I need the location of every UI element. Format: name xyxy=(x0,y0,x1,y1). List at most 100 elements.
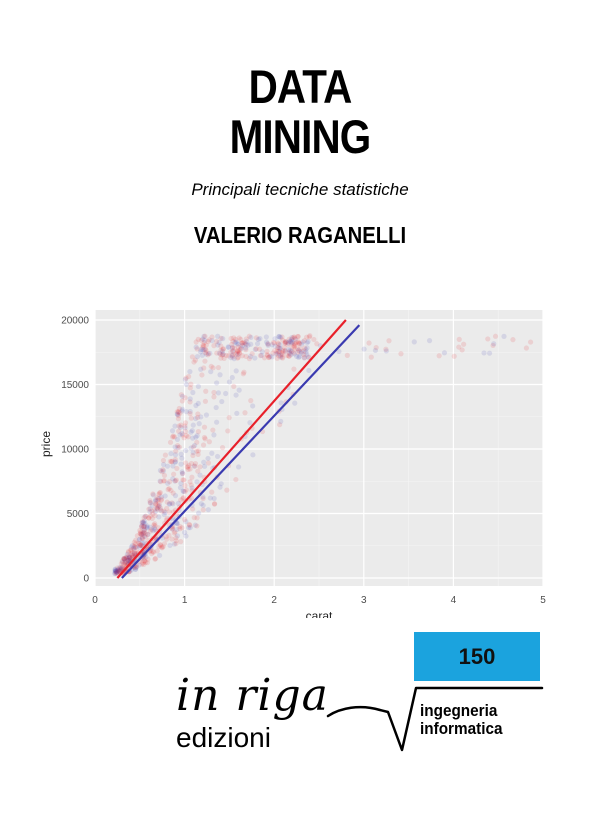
scatter-point xyxy=(141,518,147,524)
scatter-point xyxy=(481,350,487,356)
series-name-line-1: ingegneria xyxy=(420,701,498,720)
scatter-point xyxy=(302,345,308,351)
scatter-point xyxy=(211,501,218,507)
scatter-point xyxy=(194,479,200,485)
scatter-point xyxy=(172,493,179,499)
scatter-point xyxy=(296,340,302,346)
scatter-point xyxy=(141,514,147,521)
y-tick-label: 10000 xyxy=(61,445,89,456)
scatter-point xyxy=(176,409,182,415)
scatter-point xyxy=(187,369,193,375)
scatter-point xyxy=(192,522,198,528)
scatter-point xyxy=(180,470,186,477)
scatter-point xyxy=(112,570,118,577)
scatter-point xyxy=(128,551,134,557)
scatter-point xyxy=(238,344,244,350)
scatter-point xyxy=(205,507,211,513)
scatter-point xyxy=(261,355,268,361)
scatter-point xyxy=(485,336,491,342)
scatter-point xyxy=(113,570,120,576)
scatter-point xyxy=(232,339,238,346)
scatter-point xyxy=(161,478,167,484)
scatter-point xyxy=(292,400,298,406)
scatter-point xyxy=(121,557,127,563)
scatter-point xyxy=(183,409,189,415)
scatter-point xyxy=(287,338,293,344)
scatter-point xyxy=(218,343,224,349)
scatter-point xyxy=(175,409,181,415)
scatter-point xyxy=(155,506,161,512)
scatter-point xyxy=(263,339,270,345)
scatter-point xyxy=(274,348,280,354)
scatter-point xyxy=(181,488,187,494)
scatter-point xyxy=(490,342,496,349)
scatter-point xyxy=(191,515,197,521)
scatter-point xyxy=(136,537,142,543)
scatter-point xyxy=(131,543,137,549)
scatter-point xyxy=(180,494,187,501)
scatter-point xyxy=(275,341,282,347)
scatter-point xyxy=(149,515,155,522)
scatter-point xyxy=(182,516,188,523)
scatter-point xyxy=(228,349,234,355)
scatter-point xyxy=(195,468,201,474)
scatter-point xyxy=(235,354,241,360)
scatter-point xyxy=(166,485,172,492)
scatter-point xyxy=(288,352,294,358)
scatter-point xyxy=(228,335,234,342)
scatter-point xyxy=(201,424,208,430)
scatter-point xyxy=(286,350,293,357)
scatter-point xyxy=(214,453,221,460)
scatter-point xyxy=(114,570,121,576)
scatter-point xyxy=(174,465,180,472)
scatter-point xyxy=(125,549,131,556)
scatter-point xyxy=(213,404,219,411)
scatter-point xyxy=(193,339,199,345)
scatter-point xyxy=(162,493,168,499)
scatter-point xyxy=(436,353,442,359)
scatter-point xyxy=(183,519,189,525)
scatter-point xyxy=(177,523,183,530)
scatter-point xyxy=(195,400,201,407)
scatter-point xyxy=(129,552,135,558)
scatter-point xyxy=(276,333,282,340)
scatter-point xyxy=(113,568,119,574)
scatter-point xyxy=(122,561,128,567)
scatter-point xyxy=(296,354,302,361)
scatter-point xyxy=(211,389,217,396)
scatter-point xyxy=(199,352,205,358)
scatter-point xyxy=(258,352,265,358)
scatter-point xyxy=(182,395,188,401)
scatter-point xyxy=(189,474,195,480)
scatter-point xyxy=(129,542,136,549)
scatter-point xyxy=(292,336,298,342)
scatter-point xyxy=(141,523,147,530)
scatter-point xyxy=(178,451,184,457)
scatter-point xyxy=(190,389,196,396)
scatter-point xyxy=(178,392,184,398)
scatter-point xyxy=(366,340,372,346)
scatter-point xyxy=(195,448,202,454)
scatter-point xyxy=(195,429,201,435)
scatter-point xyxy=(266,354,272,361)
scatter-point xyxy=(157,505,163,511)
scatter-point xyxy=(148,513,154,519)
scatter-point xyxy=(291,351,298,357)
scatter-point xyxy=(138,531,145,537)
scatter-point xyxy=(426,338,433,344)
scatter-point xyxy=(182,423,188,429)
scatter-point xyxy=(279,352,285,358)
scatter-point xyxy=(291,334,297,340)
scatter-point xyxy=(161,461,167,468)
scatter-point xyxy=(205,455,211,462)
scatter-point xyxy=(137,527,143,534)
x-tick-label: 2 xyxy=(271,595,277,606)
scatter-point xyxy=(178,422,184,428)
scatter-point xyxy=(195,383,201,390)
scatter-point xyxy=(182,482,188,489)
scatter-point xyxy=(269,354,275,360)
scatter-point xyxy=(162,509,168,516)
scatter-point xyxy=(169,526,176,532)
scatter-point xyxy=(166,501,172,507)
scatter-point xyxy=(211,394,217,400)
